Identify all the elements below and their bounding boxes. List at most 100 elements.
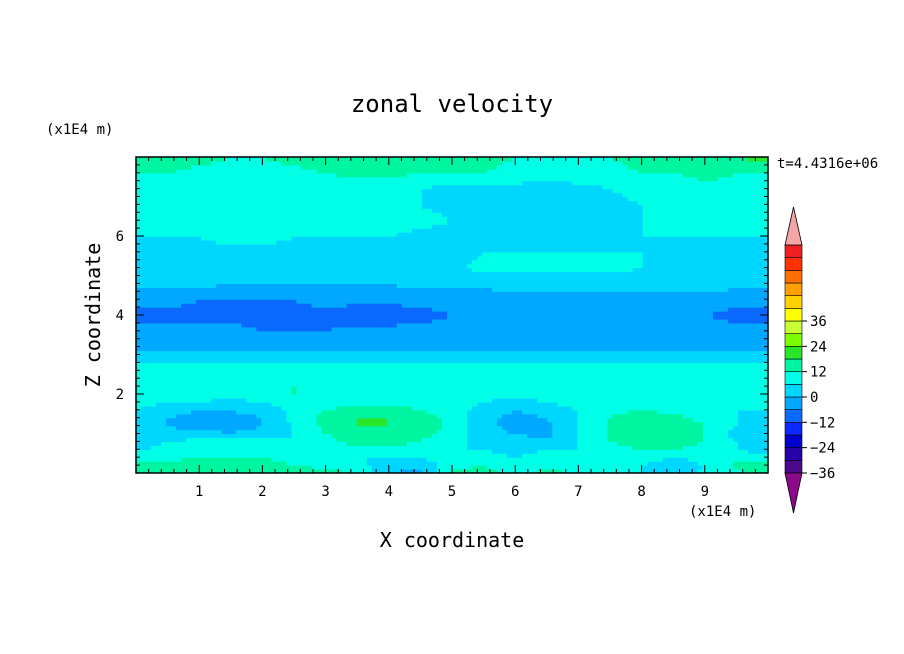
time-label: t=4.4316e+06 bbox=[777, 156, 878, 172]
x-tick-label: 4 bbox=[385, 484, 393, 500]
colorbar-box bbox=[784, 295, 803, 309]
field-cell bbox=[522, 409, 578, 415]
field-cell bbox=[647, 461, 699, 466]
field-cell bbox=[286, 461, 368, 466]
colorbar-box bbox=[784, 358, 803, 372]
colorbar-box bbox=[784, 257, 803, 271]
field-cell bbox=[421, 188, 614, 194]
field-cell bbox=[732, 461, 768, 466]
field-cell bbox=[271, 457, 368, 462]
field-cell bbox=[431, 208, 644, 213]
field-cell bbox=[291, 390, 298, 395]
field-cell bbox=[502, 425, 553, 431]
colorbar-box bbox=[784, 396, 803, 410]
field-cell bbox=[502, 160, 624, 166]
field-cell bbox=[136, 378, 768, 383]
field-cell bbox=[472, 259, 644, 265]
field-cell bbox=[702, 425, 734, 431]
field-cell bbox=[346, 303, 403, 308]
field-cell bbox=[507, 429, 553, 435]
field-cell bbox=[702, 465, 734, 470]
field-cell bbox=[136, 326, 257, 332]
field-cell bbox=[136, 315, 448, 320]
field-cell bbox=[161, 441, 348, 446]
field-cell bbox=[617, 441, 699, 446]
field-cell bbox=[682, 172, 734, 178]
field-cell bbox=[446, 315, 714, 320]
field-cell bbox=[136, 263, 468, 269]
field-cell bbox=[136, 405, 142, 411]
field-cell bbox=[411, 405, 473, 411]
colorbar-tick-label: −24 bbox=[810, 441, 835, 457]
field-cell bbox=[136, 469, 343, 473]
field-cell bbox=[727, 287, 768, 292]
field-cell bbox=[637, 168, 768, 174]
field-cell bbox=[732, 425, 768, 431]
field-cell bbox=[291, 386, 298, 391]
field-cell bbox=[467, 413, 503, 419]
field-cell bbox=[136, 259, 473, 265]
field-cell bbox=[136, 188, 423, 194]
field-cell bbox=[401, 303, 768, 308]
field-cell bbox=[537, 413, 578, 419]
field-cell bbox=[316, 413, 438, 419]
field-cell bbox=[136, 409, 192, 415]
field-cell bbox=[321, 429, 438, 435]
field-cell bbox=[642, 232, 768, 237]
field-cell bbox=[472, 465, 488, 470]
field-cell bbox=[191, 409, 237, 415]
field-cell bbox=[396, 232, 644, 237]
field-cell bbox=[336, 437, 423, 442]
field-cell bbox=[136, 251, 483, 257]
field-cell bbox=[467, 263, 644, 269]
x-tick-label: 8 bbox=[637, 484, 645, 500]
field-cell bbox=[737, 445, 768, 450]
field-cell bbox=[201, 236, 293, 241]
field-cell bbox=[136, 441, 162, 446]
field-cell bbox=[301, 164, 498, 170]
field-cell bbox=[512, 409, 523, 415]
field-cell bbox=[136, 299, 197, 304]
field-cell bbox=[136, 239, 217, 245]
field-cell bbox=[431, 184, 604, 190]
field-cell bbox=[737, 413, 768, 419]
field-cell bbox=[512, 157, 614, 162]
field-cell bbox=[136, 322, 242, 328]
field-cell bbox=[136, 386, 293, 391]
field-cell bbox=[436, 413, 468, 419]
field-cell bbox=[622, 160, 768, 166]
field-cell bbox=[406, 441, 468, 446]
x-tick-label: 6 bbox=[511, 484, 519, 500]
field-cell bbox=[577, 437, 609, 442]
field-cell bbox=[662, 457, 689, 462]
field-cell bbox=[732, 172, 768, 178]
field-cell bbox=[136, 429, 222, 435]
field-cell bbox=[136, 390, 293, 395]
field-cell bbox=[421, 437, 468, 442]
field-cell bbox=[136, 401, 157, 407]
field-cell bbox=[441, 417, 468, 423]
field-cell bbox=[406, 172, 684, 178]
x-tick-label: 9 bbox=[701, 484, 709, 500]
field-cell bbox=[136, 224, 433, 229]
field-cell bbox=[136, 232, 398, 237]
field-cell bbox=[366, 457, 428, 462]
field-cell bbox=[336, 172, 408, 178]
field-cell bbox=[572, 405, 768, 411]
field-cell bbox=[522, 453, 768, 458]
field-cell bbox=[176, 425, 257, 431]
x-unit-label: (x1E4 m) bbox=[689, 504, 756, 520]
field-cell bbox=[136, 366, 768, 371]
field-cell bbox=[136, 271, 768, 277]
field-cell bbox=[166, 417, 262, 423]
field-cell bbox=[642, 465, 704, 470]
field-cell bbox=[136, 311, 448, 316]
colorbar-tick-label: 0 bbox=[810, 390, 818, 406]
field-cell bbox=[431, 318, 729, 324]
field-cell bbox=[421, 192, 624, 198]
field-cell bbox=[727, 307, 768, 312]
field-cell bbox=[366, 461, 438, 466]
x-axis-label: X coordinate bbox=[380, 528, 525, 552]
field-cell bbox=[136, 370, 768, 375]
field-cell bbox=[136, 216, 448, 221]
